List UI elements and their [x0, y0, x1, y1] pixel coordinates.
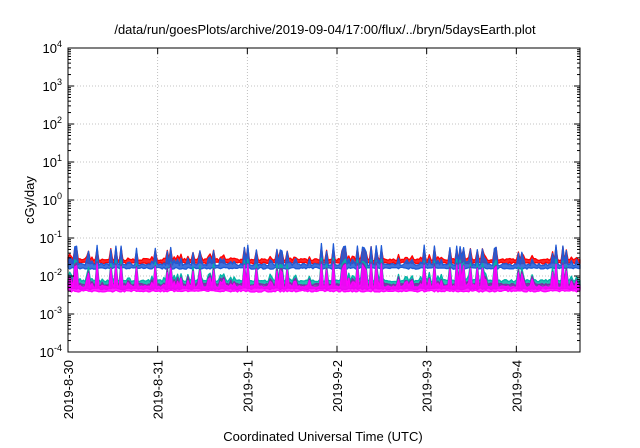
y-tick-label: 10-1: [40, 229, 62, 246]
series-2: [67, 242, 581, 270]
chart-title: /data/run/goesPlots/archive/2019-09-04/1…: [114, 22, 536, 37]
y-tick-labels: 10-4 10-3 10-2 10-1 100 101 102 103 104: [40, 39, 62, 360]
y-tick-label: 10-3: [40, 305, 62, 322]
y-tick-label: 102: [43, 115, 62, 132]
x-tick-label: 2019-8-31: [151, 360, 166, 419]
y-tick-label: 103: [43, 77, 62, 94]
y-tick-label: 104: [43, 39, 62, 56]
x-axis-label: Coordinated Universal Time (UTC): [223, 429, 422, 444]
y-axis-label: cGy/day: [22, 176, 37, 224]
x-tick-label: 2019-9-4: [509, 360, 524, 412]
y-tick-label: 10-4: [40, 343, 62, 360]
y-tick-label: 101: [43, 153, 62, 170]
y-tick-label: 100: [43, 191, 62, 208]
x-tick-label: 2019-9-2: [330, 360, 345, 412]
x-tick-label: 2019-9-3: [420, 360, 435, 412]
grid: [68, 48, 580, 352]
series-1: [67, 245, 581, 265]
y-tick-label: 10-2: [40, 267, 62, 284]
x-tick-label: 2019-8-30: [61, 360, 76, 419]
series-layer: [67, 242, 581, 293]
x-tick-labels: 2019-8-30 2019-8-31 2019-9-1 2019-9-2 2019-9…: [61, 360, 524, 419]
x-tick-label: 2019-9-1: [240, 360, 255, 412]
ticks: [67, 47, 580, 353]
